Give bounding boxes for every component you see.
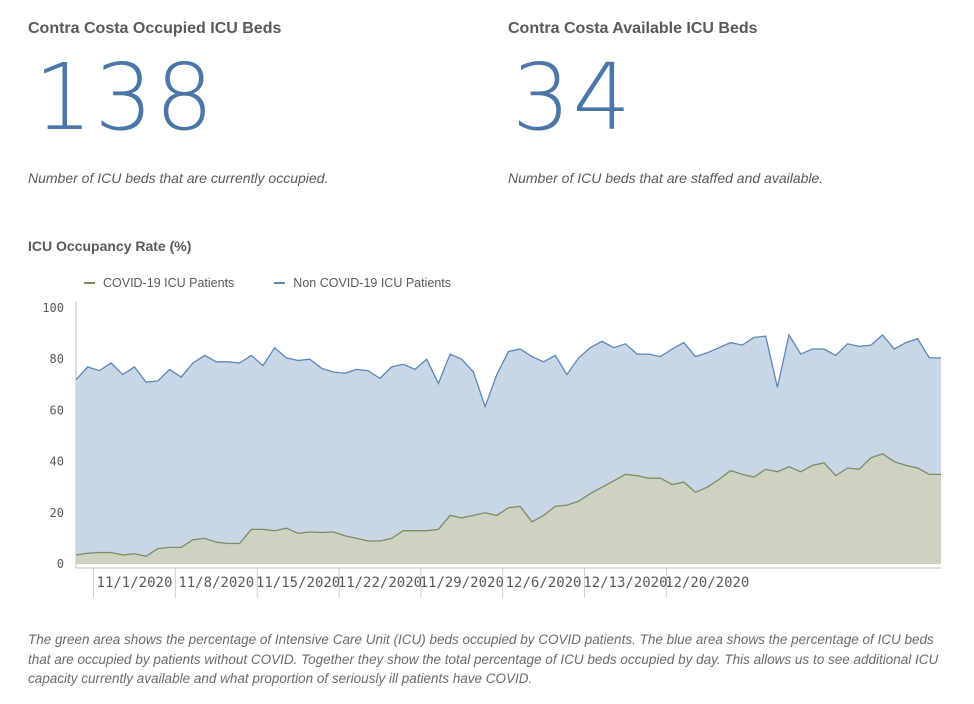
kpi-available-title: Contra Costa Available ICU Beds [508,20,758,37]
x-tick-label: 11/29/2020 [420,575,504,591]
kpi-occupied-title: Contra Costa Occupied ICU Beds [28,20,282,37]
kpi-available-value: 34 [512,44,634,151]
noncovid-line [75,333,941,409]
chart-title: ICU Occupancy Rate (%) [28,238,192,254]
chart-areas[interactable] [75,333,941,564]
x-tick-label: 11/15/2020 [256,575,340,591]
legend-item-covid[interactable]: COVID-19 ICU Patients [84,276,234,290]
y-tick-label: 60 [50,403,64,417]
y-tick-label: 20 [50,506,64,520]
legend-swatch-covid [84,282,95,284]
legend-item-noncovid[interactable]: Non COVID-19 ICU Patients [274,276,451,290]
legend-label-covid: COVID-19 ICU Patients [103,276,235,290]
x-axis: 11/1/2020 11/8/2020 11/15/202011/22/202011… [76,567,941,598]
occupancy-chart[interactable]: 0 20 40 60 80 100 11/1/2020 11/8/2020 11/15/202… [0,290,974,610]
covid-line [75,453,941,557]
x-tick-label: 11/22/2020 [338,575,422,591]
kpi-occupied-description: Number of ICU beds that are currently oc… [28,170,329,186]
kpi-available-description: Number of ICU beds that are staffed and … [508,170,824,186]
x-tick-label: 11/1/2020 [97,575,173,591]
x-tick-label: 12/13/2020 [583,575,667,591]
y-tick-label: 100 [42,301,64,315]
legend-label-noncovid: Non COVID-19 ICU Patients [293,276,451,290]
x-tick-label: 12/6/2020 [506,575,582,591]
y-tick-label: 0 [57,557,64,571]
kpi-occupied-value: 138 [34,44,216,151]
x-tick-label: 11/8/2020 [178,575,254,591]
x-tick-label: 12/20/2020 [665,575,749,591]
y-tick-label: 80 [50,352,64,366]
covid-area[interactable] [76,453,941,564]
y-tick-label: 40 [50,455,64,469]
chart-caption: The green area shows the percentage of I… [28,632,939,687]
y-axis: 0 20 40 60 80 100 [42,301,77,571]
legend-swatch-noncovid [274,282,286,284]
chart-legend[interactable]: COVID-19 ICU Patients Non COVID-19 ICU P… [84,276,451,290]
